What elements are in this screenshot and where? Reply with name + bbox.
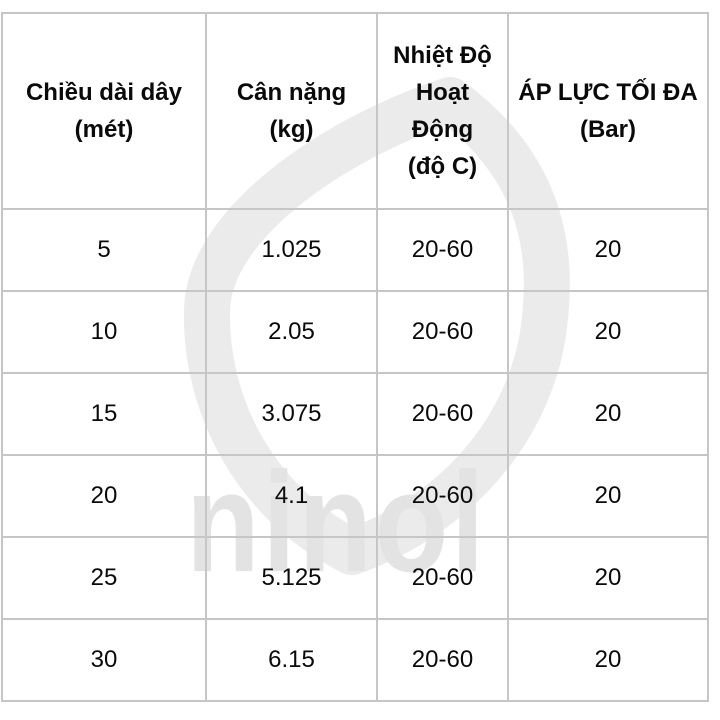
cell-weight: 3.075 [205,372,378,456]
header-line: Động [411,116,474,143]
cell-pressure: 20 [507,372,709,456]
header-line: Hoạt [415,79,470,106]
cell-pressure: 20 [507,290,709,374]
header-line: (Bar) [579,116,636,143]
table-row: 5 1.025 20-60 20 [1,208,709,292]
header-line: ÁP LỰC TỐI ĐA [518,79,698,106]
header-line: (mét) [74,116,134,143]
cell-temperature: 20-60 [376,208,509,292]
table-row: 25 5.125 20-60 20 [1,536,709,620]
cell-pressure: 20 [507,536,709,620]
cell-weight: 4.1 [205,454,378,538]
header-cell-weight: Cân nặng (kg) [205,12,378,210]
cell-temperature: 20-60 [376,454,509,538]
table-row: 30 6.15 20-60 20 [1,618,709,702]
spec-table-header: Chiều dài dây (mét) Cân nặng (kg) Nhiệt … [1,12,709,210]
cell-weight: 1.025 [205,208,378,292]
header-line: (kg) [269,116,314,143]
cell-temperature: 20-60 [376,536,509,620]
cell-length: 25 [1,536,207,620]
header-line: Cân nặng [236,79,347,106]
cell-length: 20 [1,454,207,538]
spec-table-body: 5 1.025 20-60 20 10 2.05 20-60 20 15 3.0… [1,208,709,702]
cell-length: 5 [1,208,207,292]
table-row: 15 3.075 20-60 20 [1,372,709,456]
cell-length: 15 [1,372,207,456]
cell-temperature: 20-60 [376,618,509,702]
cell-weight: 5.125 [205,536,378,620]
header-line: Nhiệt Độ [393,42,492,69]
cell-pressure: 20 [507,618,709,702]
table-row: 10 2.05 20-60 20 [1,290,709,374]
cell-pressure: 20 [507,454,709,538]
header-line: Chiều dài dây [25,79,183,106]
cell-weight: 2.05 [205,290,378,374]
spec-table: Chiều dài dây (mét) Cân nặng (kg) Nhiệt … [1,12,709,702]
cell-temperature: 20-60 [376,372,509,456]
cell-temperature: 20-60 [376,290,509,374]
table-row: 20 4.1 20-60 20 [1,454,709,538]
cell-length: 30 [1,618,207,702]
header-row: Chiều dài dây (mét) Cân nặng (kg) Nhiệt … [1,12,709,210]
header-line: (độ C) [407,153,478,180]
cell-weight: 6.15 [205,618,378,702]
header-cell-pressure: ÁP LỰC TỐI ĐA (Bar) [507,12,709,210]
header-cell-length: Chiều dài dây (mét) [1,12,207,210]
cell-pressure: 20 [507,208,709,292]
cell-length: 10 [1,290,207,374]
header-cell-temperature: Nhiệt Độ Hoạt Động (độ C) [376,12,509,210]
